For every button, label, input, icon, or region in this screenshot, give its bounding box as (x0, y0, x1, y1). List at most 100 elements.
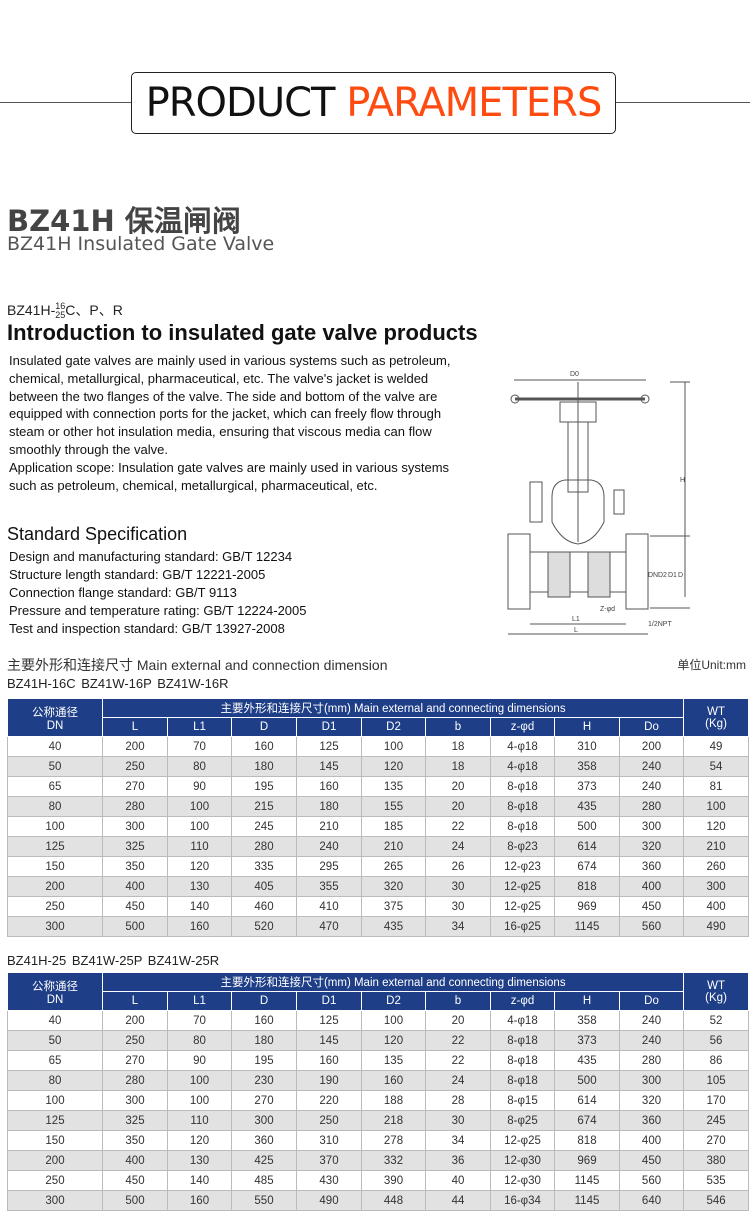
table-cell: 320 (618, 836, 685, 857)
header-dn-en: DN (46, 993, 64, 1006)
table-row: 125 325 110 280 240 210 24 8-φ23 614 320 210 (7, 836, 750, 857)
header-col: D2 (361, 717, 426, 737)
table-cell: 500 (554, 1070, 620, 1091)
table-row: 65 270 90 195 160 135 22 8-φ18 435 280 86 (7, 1050, 750, 1071)
model-suffix: C、P、R (65, 302, 123, 318)
table-header-row: 公称通径 DN 主要外形和连接尺寸(mm) Main external and co… (7, 972, 750, 1011)
header-dn-en: DN (46, 719, 64, 732)
table-cell: 12-φ25 (490, 876, 555, 897)
table-cell: 614 (554, 836, 620, 857)
table-cell: 300 (7, 916, 103, 937)
table-cell: 400 (102, 1150, 168, 1171)
table-cell: 120 (361, 756, 426, 777)
table-row: 80 280 100 215 180 155 20 8-φ18 435 280 100 (7, 796, 750, 817)
table-cell: 100 (167, 1070, 232, 1091)
spec-item: Test and inspection standard: GB/T 13927… (9, 621, 285, 636)
header-col: D (231, 991, 297, 1011)
header-col: Do (618, 717, 685, 737)
dimensions-heading: 主要外形和连接尺寸 Main external and connection d… (7, 657, 388, 673)
table-cell: 8-φ15 (490, 1090, 555, 1111)
table-cell: 270 (683, 1130, 750, 1151)
table-cell: 190 (296, 1070, 362, 1091)
table-cell: 245 (683, 1110, 750, 1131)
table-cell: 358 (554, 756, 620, 777)
header-wt: WT (Kg) (683, 698, 750, 737)
header-wt: WT (Kg) (683, 972, 750, 1011)
table-cell: 215 (231, 796, 297, 817)
table-cell: 18 (425, 756, 491, 777)
table-cell: 325 (102, 1110, 168, 1131)
table-cell: 188 (361, 1090, 426, 1111)
table-cell: 160 (167, 1190, 232, 1211)
header-col: L1 (167, 991, 232, 1011)
table-cell: 30 (425, 1110, 491, 1131)
table-cell: 155 (361, 796, 426, 817)
table-row: 125 325 110 300 250 218 30 8-φ25 674 360 245 (7, 1110, 750, 1131)
valve-drawing: D0 H DN D2 D1 D L1 L Z-φd 1/2NPT (507, 371, 690, 635)
table-cell: 8-φ25 (490, 1110, 555, 1131)
label-dn: DN (648, 572, 658, 579)
table-cell: 100 (7, 816, 103, 837)
table-row: 200 400 130 405 355 320 30 12-φ25 818 400 300 (7, 876, 750, 897)
table-cell: 310 (296, 1130, 362, 1151)
table-cell: 320 (361, 876, 426, 897)
table-cell: 400 (683, 896, 750, 917)
header-col: b (425, 717, 491, 737)
table-cell: 210 (683, 836, 750, 857)
table-cell: 400 (618, 876, 685, 897)
table-cell: 350 (102, 1130, 168, 1151)
table-cell: 170 (683, 1090, 750, 1111)
dimension-table-25: 公称通径 DN 主要外形和连接尺寸(mm) Main external and co… (7, 972, 750, 1211)
table-cell: 20 (425, 796, 491, 817)
table-cell: 1145 (554, 1170, 620, 1191)
table2-models: BZ41H-25 BZ41W-25P BZ41W-25R (7, 953, 220, 968)
header-col: L (102, 717, 168, 737)
table-cell: 250 (7, 1170, 103, 1191)
table-cell: 500 (102, 916, 168, 937)
table-cell: 125 (296, 736, 362, 757)
table-cell: 100 (7, 1090, 103, 1111)
table-cell: 120 (361, 1030, 426, 1051)
product-title-en: BZ41H Insulated Gate Valve (7, 233, 275, 255)
spec-item: Structure length standard: GB/T 12221-20… (9, 567, 266, 582)
table-cell: 90 (167, 776, 232, 797)
spec-list: Design and manufacturing standard: GB/T … (9, 548, 307, 638)
table-cell: 160 (231, 736, 297, 757)
table-cell: 100 (167, 816, 232, 837)
header-col: H (554, 717, 620, 737)
table-row: 50 250 80 180 145 120 22 8-φ18 373 240 56 (7, 1030, 750, 1051)
spec-item: Connection flange standard: GB/T 9113 (9, 585, 237, 600)
table-cell: 270 (102, 1050, 168, 1071)
table-cell: 80 (167, 1030, 232, 1051)
table-cell: 818 (554, 876, 620, 897)
table-cell: 54 (683, 756, 750, 777)
pressure-top: 16 (55, 301, 66, 312)
table-cell: 44 (425, 1190, 491, 1211)
label-npt: 1/2NPT (648, 621, 672, 628)
table-cell: 12-φ25 (490, 1130, 555, 1151)
table-cell: 195 (231, 776, 297, 797)
dimension-table-16: 公称通径 DN 主要外形和连接尺寸(mm) Main external and co… (7, 698, 750, 937)
table-cell: 400 (102, 876, 168, 897)
table-cell: 300 (618, 816, 685, 837)
table-cell: 160 (231, 1010, 297, 1031)
table-cell: 80 (7, 796, 103, 817)
table-cell: 640 (618, 1190, 685, 1211)
table-cell: 250 (296, 1110, 362, 1131)
header-dn-cn: 公称通径 (32, 706, 78, 719)
table-cell: 1145 (554, 916, 620, 937)
table-cell: 28 (425, 1090, 491, 1111)
table-cell: 240 (296, 836, 362, 857)
model-prefix: BZ41H- (7, 302, 56, 318)
table-cell: 355 (296, 876, 362, 897)
table-cell: 500 (102, 1190, 168, 1211)
table-cell: 105 (683, 1070, 750, 1091)
table-cell: 485 (231, 1170, 297, 1191)
table-cell: 300 (683, 876, 750, 897)
table-cell: 320 (618, 1090, 685, 1111)
table-cell: 280 (102, 796, 168, 817)
table-cell: 50 (7, 1030, 103, 1051)
table-cell: 310 (554, 736, 620, 757)
intro-paragraph: Application scope: Insulation gate valve… (9, 459, 450, 493)
table-cell: 18 (425, 736, 491, 757)
